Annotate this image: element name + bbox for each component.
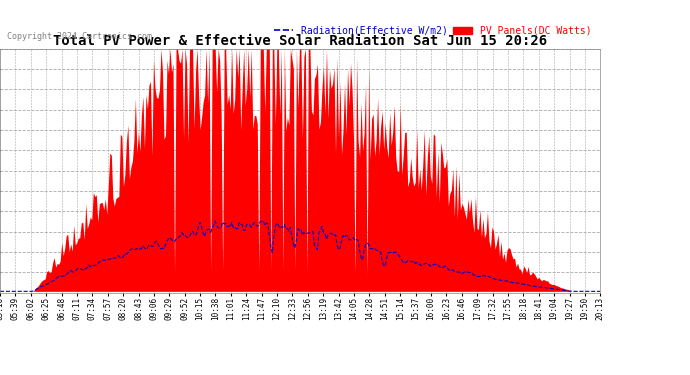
Text: Copyright 2024 Cartronics.com: Copyright 2024 Cartronics.com	[7, 32, 152, 41]
Legend: Radiation(Effective W/m2), PV Panels(DC Watts): Radiation(Effective W/m2), PV Panels(DC …	[270, 22, 595, 40]
Title: Total PV Power & Effective Solar Radiation Sat Jun 15 20:26: Total PV Power & Effective Solar Radiati…	[53, 34, 547, 48]
